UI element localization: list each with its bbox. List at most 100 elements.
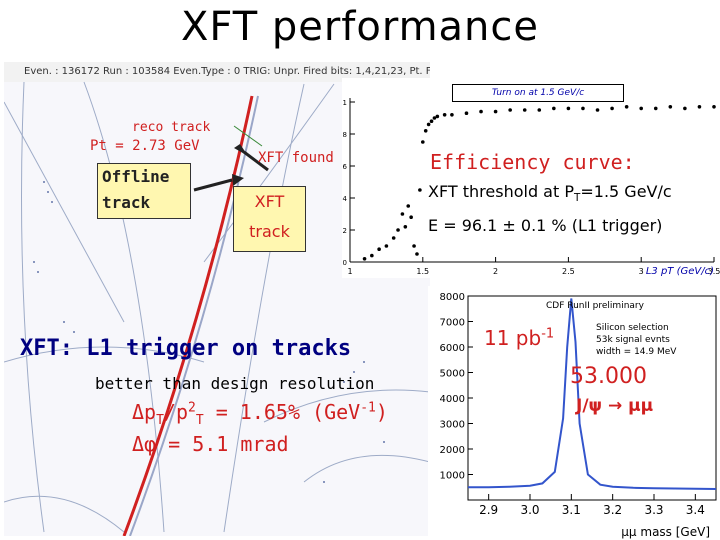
eff-y-tick-label: 0 [343, 259, 347, 267]
mass-x-tick-label: 2.9 [479, 503, 498, 517]
mass-x-tick-label: 3.4 [686, 503, 705, 517]
eff-data-point [432, 116, 437, 120]
eff-data-point [683, 106, 687, 111]
efficiency-curve-title: Efficiency curve: [430, 150, 635, 174]
eff-data-point [429, 119, 434, 123]
mass-legend-line1: Silicon selection [596, 323, 669, 333]
eff-data-point [418, 188, 422, 192]
pt-value: = 1.65% (GeV [203, 400, 361, 424]
eff-data-point [450, 113, 454, 117]
decay-label: J/ψ → μμ [576, 396, 654, 416]
eff-data-point [624, 105, 629, 109]
eff-data-point [423, 129, 428, 133]
pt-unit-sup: -1 [360, 400, 376, 416]
efficiency-plot: 1 0.8 0.6 0.4 0.2 0 1 1.5 2 2.5 3 3.5 L3 pT (GeV/c… [342, 78, 720, 278]
mass-plot: 8000 7000 6000 5000 4000 3000 2000 1000 2.9 3.0 3… [428, 286, 720, 540]
offline-box-line1: Offline [102, 167, 170, 186]
eff-data-point [610, 106, 614, 111]
mass-x-ticks: 2.9 3.0 3.1 3.2 3.3 3.4 [479, 494, 705, 517]
threshold-sub: T [574, 192, 581, 205]
offline-track-box: Offline track [97, 163, 191, 219]
eff-data-point [581, 106, 585, 111]
reco-track-line [122, 95, 254, 536]
eff-data-point [362, 257, 367, 261]
pt-prefix: Δp [132, 400, 157, 424]
eff-data-point [522, 108, 527, 112]
eff-x-tick-label: 3 [639, 267, 644, 276]
eff-x-tick-label: 3.5 [708, 267, 720, 276]
eff-data-point [412, 244, 416, 248]
mass-x-label: μμ mass [GeV] [621, 525, 710, 539]
eff-x-tick-label: 2.5 [562, 267, 575, 276]
lumi-sup: -1 [541, 326, 555, 342]
pt-mid: /p [163, 400, 189, 424]
eff-data-point [435, 114, 440, 119]
slide-title: XFT performance [180, 4, 540, 50]
eff-data-point [415, 252, 419, 256]
xft-box-line2: track [249, 222, 290, 241]
mass-x-tick-label: 3.3 [644, 503, 663, 517]
mass-y-ticks: 8000 7000 6000 5000 4000 3000 2000 1000 [440, 292, 473, 482]
eff-y-tick-label: 0.6 [342, 163, 348, 171]
mass-legend-line3: width = 14.9 MeV [596, 347, 677, 357]
mass-y-tick-label: 5000 [440, 369, 465, 380]
luminosity-label: 11 pb-1 [484, 326, 554, 350]
mass-y-tick-label: 2000 [440, 445, 465, 456]
eff-plot-background [342, 78, 720, 278]
eff-data-points [362, 105, 716, 261]
eff-y-tick-label: 0.2 [342, 227, 347, 235]
eff-data-point [552, 106, 556, 111]
offline-box-line2: track [102, 193, 151, 212]
event-tracks-canvas [4, 81, 430, 536]
mass-peak-curve [468, 298, 717, 490]
eff-data-point [426, 122, 431, 127]
eff-data-point [653, 106, 658, 111]
eff-data-point [697, 105, 702, 109]
eff-data-point [537, 108, 542, 112]
mass-x-tick-label: 3.0 [520, 503, 539, 517]
mass-y-tick-label: 4000 [440, 394, 465, 405]
eff-x-tick-label: 1.5 [416, 267, 429, 276]
mass-y-tick-label: 7000 [440, 318, 465, 329]
event-header: Even. : 136172 Run : 103584 Even.Type : … [4, 62, 430, 82]
eff-data-point [421, 140, 425, 144]
mass-x-tick-label: 3.2 [603, 503, 622, 517]
lumi-prefix: 11 pb [484, 326, 542, 350]
xft-arrow [243, 150, 269, 172]
background-tracks [4, 81, 430, 533]
eff-data-point [566, 106, 571, 111]
threshold-suffix: =1.5 GeV/c [580, 182, 672, 201]
mass-x-tick-label: 3.1 [562, 503, 581, 517]
eff-y-tick-label: 1 [343, 99, 347, 107]
eff-data-point [377, 247, 381, 251]
eff-x-tick-label: 2 [493, 267, 498, 276]
mass-legend: Silicon selection 53k signal evnts width… [596, 323, 677, 357]
eff-data-point [406, 204, 411, 208]
eff-title-box: Turn on at 1.5 GeV/c [452, 84, 624, 102]
eff-x-label: L3 pT (GeV/c) [646, 266, 714, 277]
eff-data-point [479, 109, 483, 114]
xft-found-label: XFT found [258, 150, 334, 166]
offline-arrowhead [232, 174, 244, 186]
pt-sub1: T [156, 413, 164, 428]
eff-data-point [639, 106, 643, 111]
eff-data-point [712, 105, 716, 109]
xft-arrowhead [234, 144, 248, 156]
xft-track-line [129, 95, 259, 536]
eff-data-point [400, 212, 405, 216]
mass-plot-title: CDF RunII preliminary [546, 301, 645, 311]
pt-label: Pt = 2.73 GeV [90, 138, 200, 154]
eff-data-point [403, 225, 408, 229]
threshold-prefix: XFT threshold at P [428, 182, 574, 201]
pt-sub2: T [195, 413, 204, 428]
xft-track-box: XFT track [233, 186, 306, 252]
eff-data-point [464, 111, 469, 115]
mass-y-tick-label: 6000 [440, 343, 465, 354]
eff-data-point [442, 113, 447, 117]
eff-data-point [493, 109, 498, 114]
eff-data-point [409, 215, 413, 219]
xft-found-pointer [233, 125, 263, 147]
mass-legend-line2: 53k signal evnts [596, 335, 670, 345]
eff-y-ticks: 1 0.8 0.6 0.4 0.2 0 [342, 99, 355, 267]
offline-arrow [193, 178, 233, 192]
